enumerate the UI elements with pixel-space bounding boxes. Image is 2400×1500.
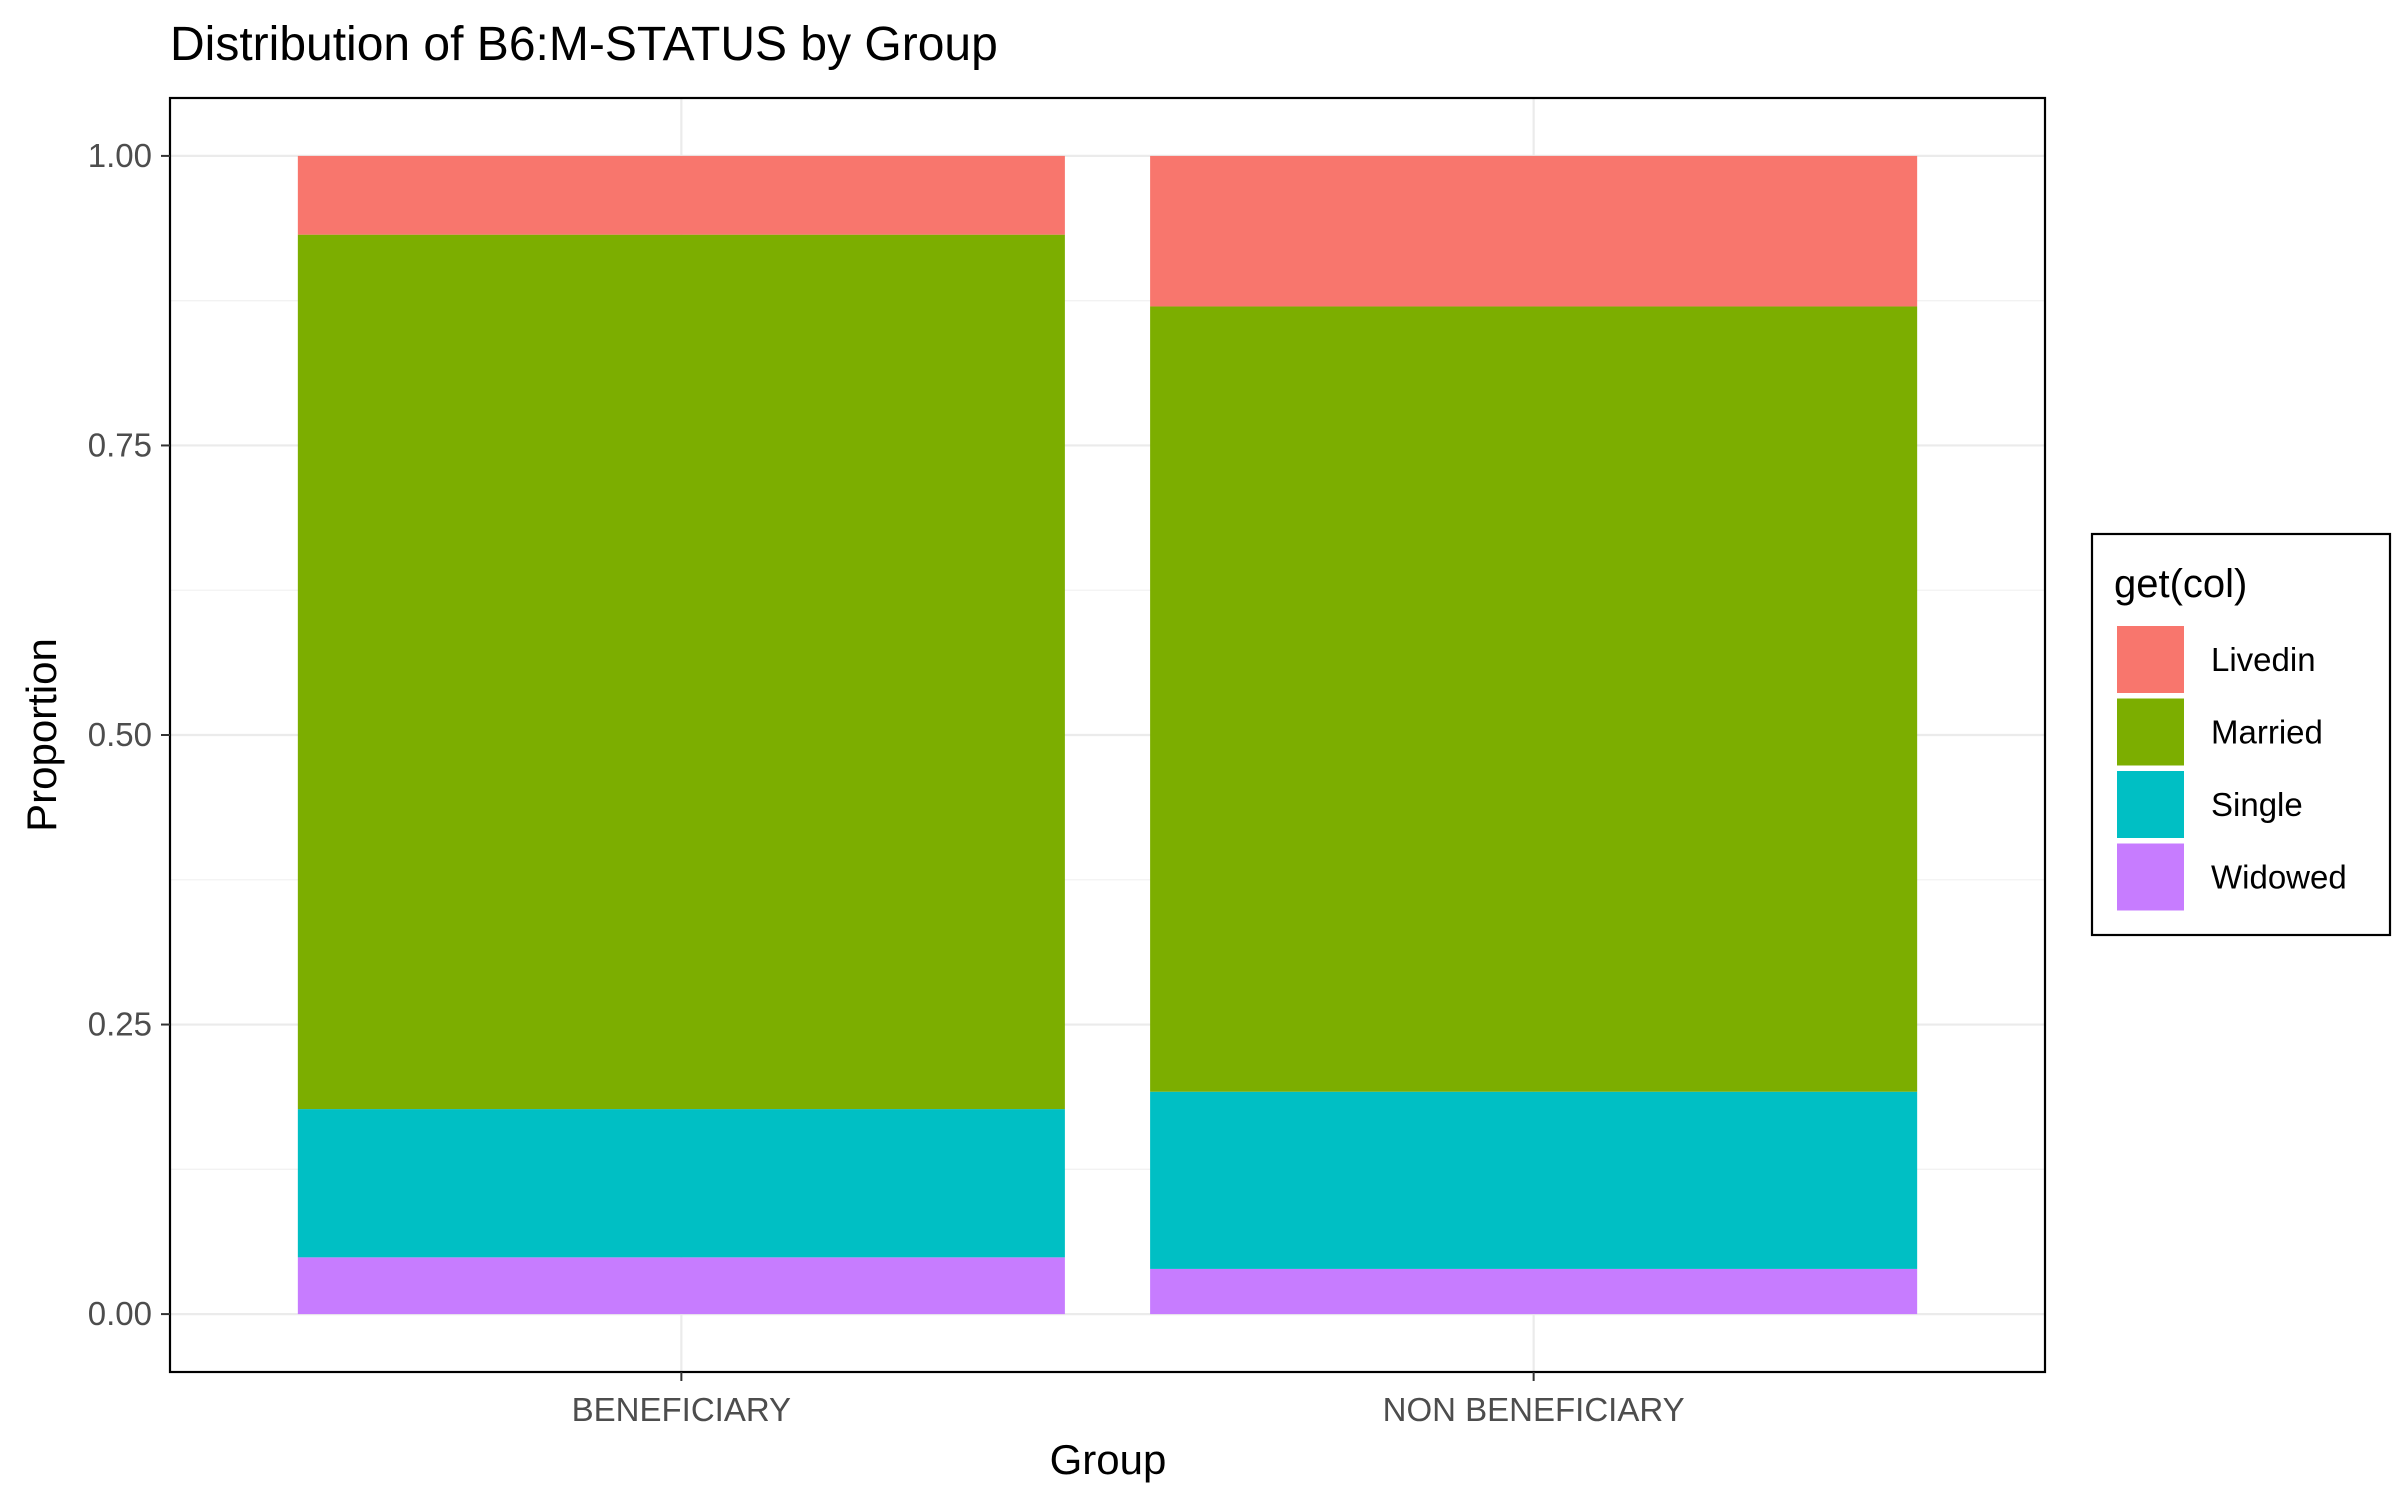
legend-title: get(col): [2114, 562, 2247, 606]
bar-married-beneficiary: [297, 234, 1065, 1110]
y-tick-label: 0.75: [88, 426, 152, 463]
legend: get(col) Livedin Married Single Widowed: [2090, 532, 2392, 937]
legend-label-single: Single: [2211, 786, 2303, 823]
bar-married-non-beneficiary: [1150, 306, 1918, 1092]
y-tick-label: 0.50: [88, 716, 152, 753]
x-axis-title: Group: [1050, 1436, 1167, 1483]
y-tick-label: 0.00: [88, 1295, 152, 1332]
legend-swatch-married: [2117, 698, 2184, 766]
legend-swatch-single: [2117, 771, 2184, 838]
y-axis-title: Proportion: [18, 638, 65, 832]
bar-livedin-non-beneficiary: [1150, 155, 1918, 307]
y-tick-label: 0.25: [88, 1006, 152, 1043]
y-tick-label: 1.00: [88, 137, 152, 174]
legend-swatch-widowed: [2117, 843, 2184, 911]
x-axis-ticks: BENEFICIARY NON BENEFICIARY: [572, 1372, 1685, 1428]
legend-label-livedin: Livedin: [2211, 641, 2316, 678]
bar-livedin-beneficiary: [297, 155, 1065, 235]
bar-widowed-non-beneficiary: [1150, 1268, 1918, 1315]
x-tick-label: BENEFICIARY: [572, 1391, 791, 1428]
bar-single-non-beneficiary: [1150, 1091, 1918, 1269]
bar-single-beneficiary: [297, 1109, 1065, 1258]
y-axis-ticks: 0.00 0.25 0.50 0.75 1.00: [88, 137, 170, 1332]
legend-label-married: Married: [2211, 714, 2323, 751]
legend-swatch-livedin: [2117, 626, 2184, 693]
legend-items: Livedin Married Single Widowed: [2117, 626, 2347, 911]
x-tick-label: NON BENEFICIARY: [1383, 1391, 1685, 1428]
bar-widowed-beneficiary: [297, 1257, 1065, 1315]
bars: [297, 155, 1918, 1315]
chart-title: Distribution of B6:M-STATUS by Group: [170, 18, 998, 71]
legend-label-widowed: Widowed: [2211, 859, 2347, 896]
